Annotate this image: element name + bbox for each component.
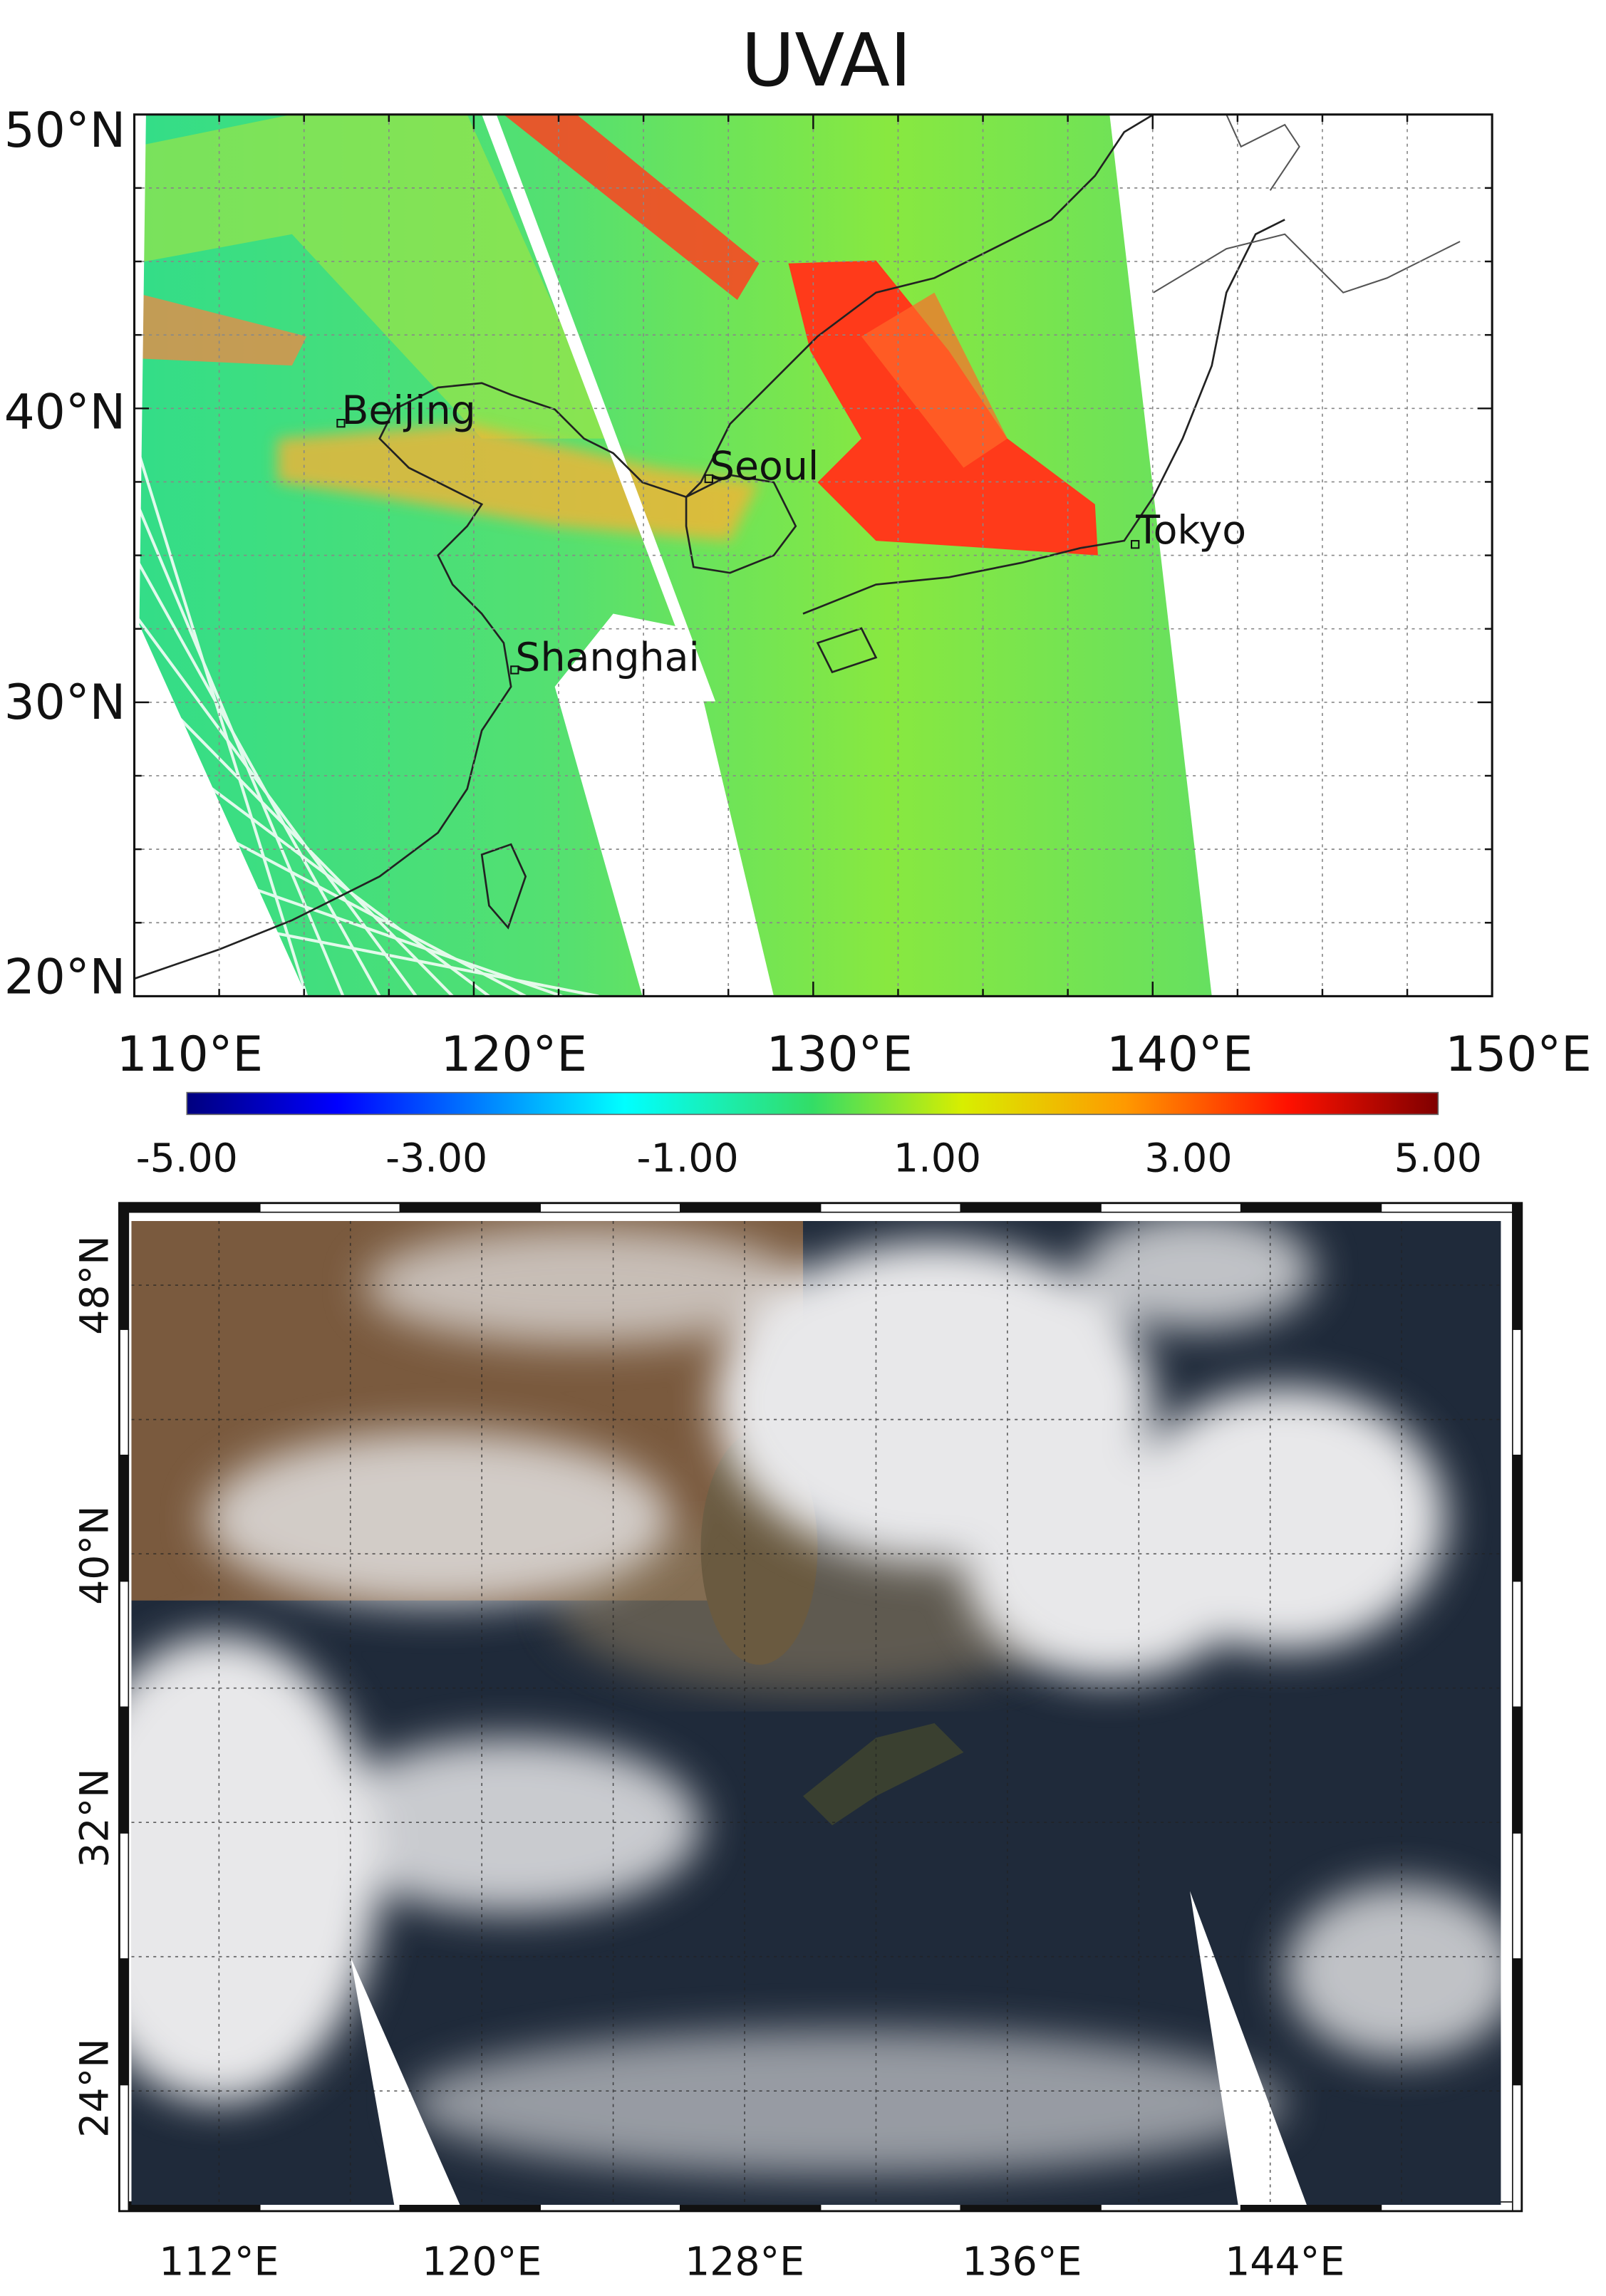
frame-segment	[680, 1202, 822, 1213]
x-tick-label: 136°E	[962, 2239, 1082, 2285]
x-tick-label: 128°E	[685, 2239, 804, 2285]
frame-segment	[1240, 1202, 1382, 1213]
colorbar-tick-label: 3.00	[1144, 1136, 1232, 1181]
frame-segment	[1380, 1202, 1522, 1213]
data-gap	[554, 613, 774, 997]
coastline	[134, 114, 1154, 980]
y-tick-label: 32°N	[73, 1768, 118, 1867]
frame-segment	[1512, 2084, 1522, 2212]
swath-edge	[134, 729, 490, 997]
y-tick-label: 20°N	[4, 948, 125, 1004]
x-tick-label: 120°E	[422, 2239, 542, 2285]
swath-variation	[134, 114, 613, 439]
x-tick-label: 110°E	[117, 1026, 264, 1082]
city-marker	[336, 418, 346, 428]
frame-segment	[259, 1202, 401, 1213]
x-tick-label: 120°E	[440, 1026, 587, 1082]
ticks	[133, 113, 1493, 997]
frame-segment	[1512, 1958, 1522, 2086]
grid	[134, 114, 1493, 997]
city-marker	[1131, 540, 1140, 549]
frame-segment	[119, 1832, 130, 1960]
frame-segment	[1512, 1202, 1522, 1330]
city-marker	[510, 665, 519, 675]
coastline-japan	[802, 219, 1285, 615]
swath-edge	[134, 904, 599, 997]
frame-segment	[119, 1958, 130, 2086]
frame-segment	[1100, 1202, 1242, 1213]
satellite-image	[131, 1220, 1501, 2206]
coastline-hokkaido	[1153, 233, 1461, 294]
frame-segment	[1512, 1329, 1522, 1456]
frame-segment	[119, 1706, 130, 1834]
y-tick-label: 50°N	[4, 102, 125, 158]
frame-segment	[119, 1455, 130, 1582]
city-label: Seoul	[710, 444, 819, 489]
frame-segment	[1512, 1455, 1522, 1582]
colorbar	[186, 1091, 1439, 1116]
colorbar-tick-label: 5.00	[1394, 1136, 1482, 1181]
y-tick-label: 40°N	[73, 1505, 118, 1604]
data-gap	[482, 114, 716, 702]
frame-segment	[119, 1202, 261, 1213]
frame-segment	[1512, 1832, 1522, 1960]
coastline-taiwan	[480, 843, 527, 930]
frame-segment	[1512, 1706, 1522, 1834]
colorbar-tick-label: 1.00	[893, 1136, 981, 1181]
dust	[554, 1518, 1081, 1694]
data-gap	[1190, 1891, 1307, 2206]
japan	[803, 1723, 964, 1826]
x-tick-label: 112°E	[159, 2239, 279, 2285]
frame-segment	[119, 1202, 130, 1330]
swath-edge	[134, 671, 454, 997]
x-tick-label: 140°E	[1107, 1026, 1253, 1082]
y-tick-label: 40°N	[4, 383, 125, 440]
frame-segment	[960, 1202, 1102, 1213]
colorbar-tick-label: -1.00	[637, 1136, 739, 1181]
frame-segment	[539, 1202, 681, 1213]
coastline-kyushu	[816, 627, 878, 674]
y-tick-label: 24°N	[73, 2038, 118, 2137]
city-label: Beijing	[341, 388, 475, 434]
frame-segment	[119, 1329, 130, 1456]
city-label: Tokyo	[1135, 508, 1246, 554]
aerosol-patch	[134, 292, 307, 366]
y-tick-label: 30°N	[4, 674, 125, 730]
swath-edge	[134, 846, 563, 997]
swath-edge	[134, 613, 418, 997]
city-marker	[704, 474, 713, 484]
frame-segment	[1512, 1580, 1522, 1708]
coastline-sakhalin	[1226, 114, 1300, 191]
x-tick-label: 150°E	[1445, 1026, 1592, 1082]
colorbar-tick-label: -5.00	[136, 1136, 238, 1181]
frame-segment	[119, 2084, 130, 2212]
frame-segment	[399, 1202, 541, 1213]
swath-edge	[134, 438, 309, 997]
colorbar-tick-label: -3.00	[385, 1136, 487, 1181]
y-tick-label: 48°N	[73, 1235, 118, 1334]
grid	[131, 1220, 1501, 2206]
uvai-map: Beijing Seoul Shanghai Tokyo	[134, 114, 1493, 997]
frame-segment	[119, 1580, 130, 1708]
frame-segment	[819, 1202, 962, 1213]
aerosol-plume	[503, 114, 760, 300]
title: UVAI	[741, 19, 911, 103]
city-label: Shanghai	[515, 635, 700, 680]
x-tick-label: 144°E	[1225, 2239, 1345, 2285]
coastline-korea	[685, 474, 797, 574]
x-tick-label: 130°E	[766, 1026, 913, 1082]
